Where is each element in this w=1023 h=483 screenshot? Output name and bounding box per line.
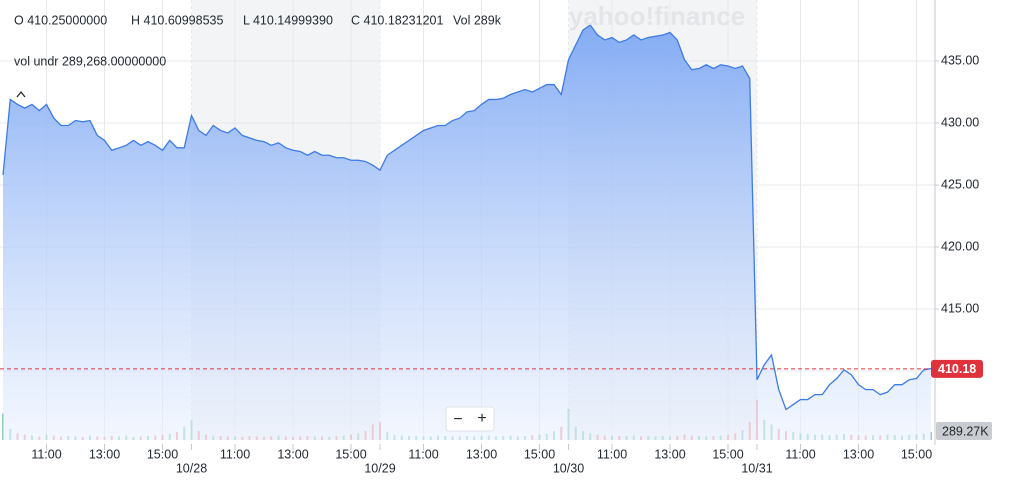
- marker-caret: [16, 90, 26, 98]
- x-tick-label: 10/30: [553, 461, 584, 475]
- watermark: yahoo!finance: [569, 1, 745, 31]
- x-tick-label: 13:00: [843, 447, 874, 461]
- y-tick-label: 415.00: [941, 301, 979, 315]
- x-tick-label: 11:00: [220, 447, 250, 461]
- y-tick-label: 430.00: [941, 115, 979, 129]
- price-area: [3, 25, 931, 441]
- zoom-controls: − +: [445, 406, 495, 432]
- x-tick-label: 13:00: [654, 447, 685, 461]
- x-tick-label: 11:00: [408, 447, 438, 461]
- x-tick-label: 11:00: [31, 447, 61, 461]
- vol-underlying: vol undr 289,268.00000000: [14, 54, 166, 68]
- ohlc-item: H 410.60998535: [131, 13, 223, 27]
- y-tick-label: 420.00: [941, 239, 979, 253]
- x-tick-label: 10/31: [741, 461, 772, 475]
- last-price-label: 410.18: [938, 362, 976, 376]
- x-tick-label: 15:00: [335, 447, 366, 461]
- y-tick-label: 425.00: [941, 177, 979, 191]
- x-tick-label: 13:00: [89, 447, 120, 461]
- zoom-in[interactable]: +: [477, 410, 486, 427]
- volume-label: 289.27K: [942, 424, 989, 438]
- x-tick-label: 11:00: [785, 447, 815, 461]
- x-tick-label: 15:00: [147, 447, 178, 461]
- x-tick-label: 13:00: [466, 447, 497, 461]
- last-price-badge: [931, 359, 983, 378]
- ohlc-item: L 410.14999390: [243, 13, 333, 27]
- x-tick-label: 15:00: [901, 447, 932, 461]
- ohlc-item: C 410.18231201: [351, 13, 443, 27]
- zoom-box: [445, 406, 495, 432]
- zoom-out[interactable]: −: [453, 411, 462, 428]
- x-tick-label: 15:00: [524, 447, 555, 461]
- ohlc-item: Vol 289k: [453, 13, 502, 27]
- x-tick-label: 10/29: [364, 461, 395, 475]
- price-line: [2, 24, 932, 411]
- x-tick-label: 10/28: [176, 461, 207, 475]
- x-tick-label: 15:00: [712, 447, 743, 461]
- volume-badge: [936, 422, 992, 440]
- y-tick-label: 435.00: [941, 53, 979, 67]
- ohlc-item: O 410.25000000: [14, 13, 107, 27]
- x-tick-label: 11:00: [597, 447, 627, 461]
- x-tick-label: 13:00: [277, 447, 308, 461]
